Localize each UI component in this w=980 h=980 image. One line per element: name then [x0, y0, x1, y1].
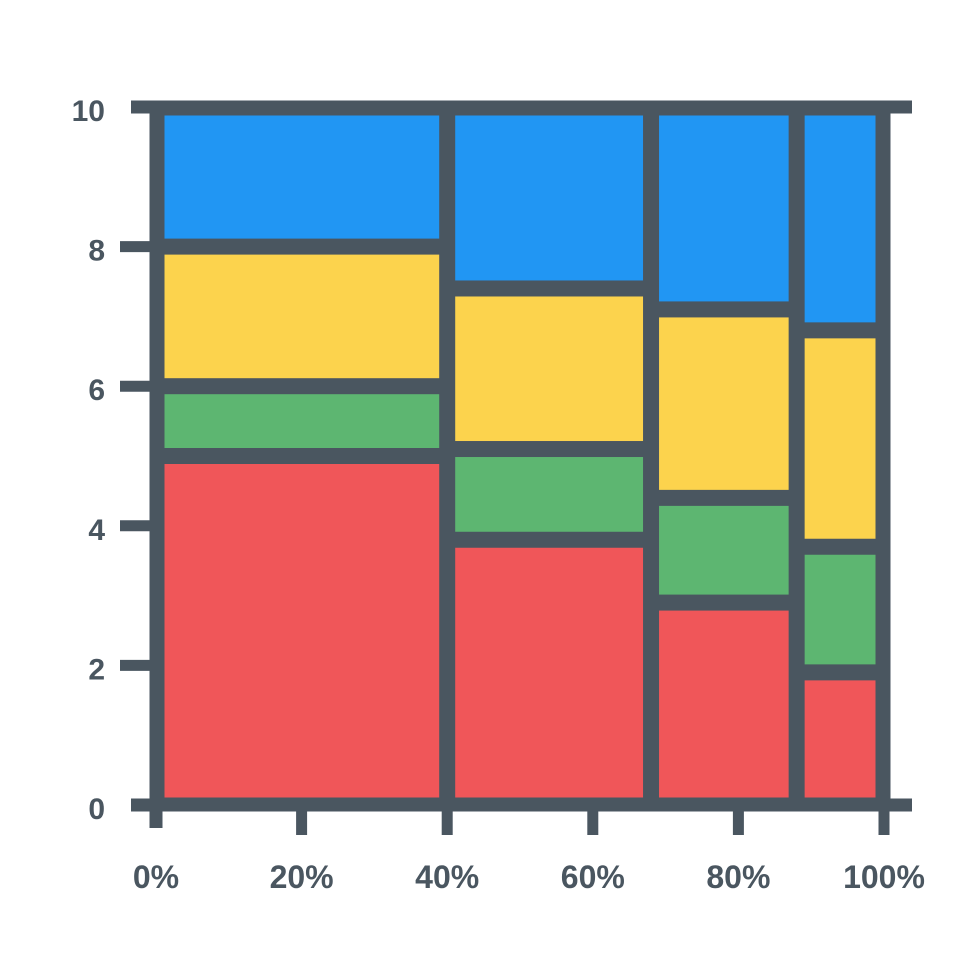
- x-tick-label-3: 60%: [561, 859, 625, 895]
- x-tick-label-0: 0%: [133, 859, 179, 895]
- mosaic-cell-c2-s3: [659, 115, 789, 302]
- y-tick-label-0: 0: [88, 793, 105, 826]
- y-tick-label-4: 4: [88, 514, 105, 547]
- mosaic-cell-c3-s2: [804, 338, 876, 539]
- mosaic-cell-c1-s0: [455, 547, 644, 798]
- y-tick-label-8: 8: [88, 235, 105, 268]
- mosaic-cell-c0-s2: [164, 254, 440, 379]
- mosaic-cell-c2-s1: [659, 505, 789, 595]
- y-tick-label-6: 6: [88, 374, 105, 407]
- mosaic-cell-c2-s2: [659, 317, 789, 490]
- mosaic-cell-c1-s1: [455, 457, 644, 532]
- x-tick-label-2: 40%: [415, 859, 479, 895]
- mosaic-cell-c0-s0: [164, 464, 440, 798]
- mosaic-cell-c1-s2: [455, 296, 644, 442]
- mosaic-cell-c0-s1: [164, 394, 440, 448]
- y-tick-label-2: 2: [88, 653, 105, 686]
- mosaic-cell-c3-s0: [804, 680, 876, 798]
- x-tick-label-4: 80%: [706, 859, 770, 895]
- mosaic-cell-c3-s1: [804, 554, 876, 665]
- y-tick-label-10: 10: [72, 95, 105, 128]
- x-tick-label-5: 100%: [843, 859, 925, 895]
- mosaic-cell-c3-s3: [804, 115, 876, 323]
- mosaic-cell-c0-s3: [164, 115, 440, 239]
- mosaic-cell-c1-s3: [455, 115, 644, 281]
- mosaic-cells: [149, 107, 891, 805]
- x-tick-label-1: 20%: [270, 859, 334, 895]
- mosaic-cell-c2-s0: [659, 610, 789, 798]
- axes: [120, 100, 912, 835]
